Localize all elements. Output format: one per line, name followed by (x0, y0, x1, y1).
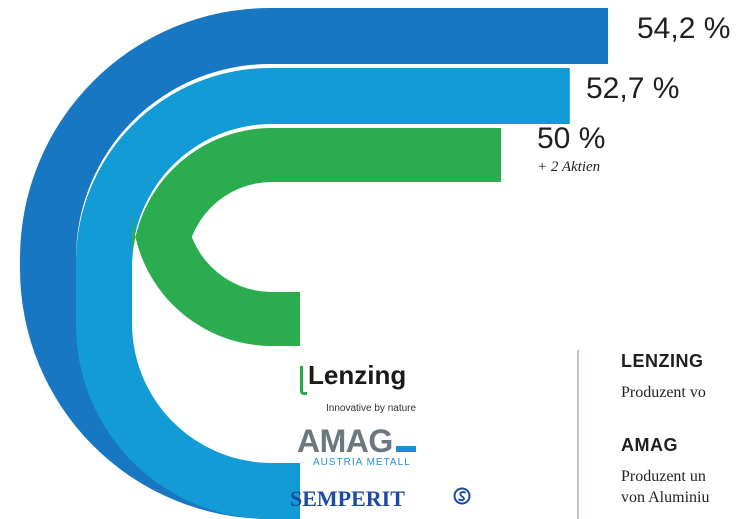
value-label-amag: 52,7 % (586, 72, 680, 105)
amag-logo-subtitle: AUSTRIA METALL (313, 457, 411, 468)
semperit-logo: SEMPERIT (290, 486, 405, 511)
bar-lenzing (132, 128, 501, 346)
amag-logo: AMAG (297, 423, 393, 459)
bar-amag (76, 68, 570, 519)
lenzing-logo: Lenzing (308, 360, 407, 390)
lenzing-logo-mark (300, 366, 307, 395)
value-label-lenzing: 50 % (537, 122, 606, 155)
company-desc-amag-line1: Produzent un (621, 468, 706, 485)
company-desc-lenzing: Produzent vo (621, 384, 706, 401)
company-name-amag: AMAG (621, 435, 678, 455)
value-label-semperit: 54,2 % (637, 12, 731, 45)
lenzing-logo-tagline: Innovative by nature (326, 403, 417, 414)
company-desc-amag-line2: von Aluminiu (621, 489, 710, 506)
amag-logo-bar (396, 446, 416, 452)
column-divider (577, 350, 579, 519)
bar-semperit (20, 8, 608, 519)
semperit-s-icon (453, 487, 471, 505)
value-note-lenzing: + 2 Aktien (537, 159, 601, 175)
company-name-lenzing: LENZING (621, 351, 704, 371)
